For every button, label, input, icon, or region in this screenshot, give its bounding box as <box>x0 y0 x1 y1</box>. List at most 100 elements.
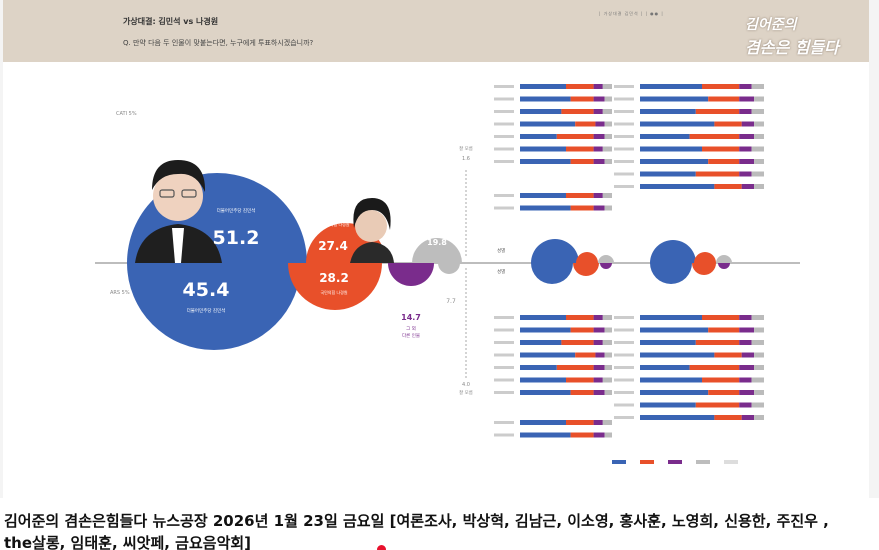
stacked-bar-segment <box>640 159 709 164</box>
stacked-bar-segment <box>520 96 571 102</box>
chart-legend <box>612 460 738 464</box>
stacked-bar-segment <box>520 193 566 198</box>
video-frame[interactable]: 가상대결: 김민석 vs 나경원 Q. 만약 다음 두 인물이 맞붙는다면, 누… <box>0 0 879 498</box>
other-top-value: 19.8 <box>427 238 447 247</box>
stacked-bar-segment <box>593 109 603 114</box>
stacked-bar-segment <box>695 402 740 408</box>
stacked-bar-segment <box>602 193 612 198</box>
stacked-bar-segment <box>640 171 696 177</box>
stacked-bar-segment <box>520 352 576 358</box>
stacked-bar-segment <box>739 96 755 102</box>
stacked-bar-segment <box>566 377 594 383</box>
bar-row-label <box>494 391 514 394</box>
stacked-bar-segment <box>739 84 752 89</box>
bar-row-label <box>614 391 634 394</box>
stacked-bar-segment <box>593 146 603 152</box>
dontknow-bottom-label: 잘 모름 <box>459 389 473 396</box>
stacked-bar-segment <box>739 171 752 177</box>
stacked-bar-segment <box>640 315 702 320</box>
kim-bottom-value: 45.4 <box>183 279 230 301</box>
undecided-top-label: 잘 모름 <box>459 145 473 152</box>
stacked-bar-segment <box>754 327 764 333</box>
stacked-bar-segment <box>593 377 603 383</box>
stacked-bar-segment <box>739 327 755 333</box>
stacked-bar-segment <box>604 134 612 139</box>
kim-top-value: 51.2 <box>213 227 260 249</box>
stacked-bar-segment <box>751 402 764 408</box>
na-portrait <box>350 198 394 263</box>
bar-row-label <box>494 135 514 138</box>
bar-row-label <box>614 172 634 176</box>
stacked-bar-segment <box>754 415 764 420</box>
bar-row-label <box>494 378 514 382</box>
stacked-bar-segment <box>520 205 571 211</box>
stacked-bar-segment <box>689 365 740 370</box>
stacked-bar-segment <box>640 415 715 420</box>
na-top-value: 27.4 <box>318 239 348 253</box>
stacked-bar-segment <box>520 390 571 395</box>
stacked-bar-segment <box>520 420 566 425</box>
stacked-bar-segment <box>520 315 566 320</box>
stacked-bar-segment <box>595 121 605 127</box>
stacked-bar-segment <box>640 365 690 370</box>
na-lower-halfcircle <box>288 263 382 310</box>
stacked-bar-segment <box>739 402 752 408</box>
stacked-bar-segment <box>741 352 755 358</box>
stacked-bar-segment <box>595 352 605 358</box>
stacked-bar-segment <box>739 109 752 114</box>
other-bottom-value: 14.7 <box>401 313 421 322</box>
stacked-bar-segment <box>593 205 605 211</box>
stacked-bar-segment <box>714 352 742 358</box>
stacked-bar-segment <box>593 159 605 164</box>
stacked-bar-segment <box>561 340 594 345</box>
bar-row-label <box>494 341 514 344</box>
stacked-bar-segment <box>520 84 566 89</box>
logo-text-top: 김어준의 <box>745 17 797 33</box>
stacked-bar-segment <box>520 109 562 114</box>
region-bars-bottom <box>494 315 612 438</box>
stacked-bar-segment <box>640 377 702 383</box>
stacked-bar-segment <box>741 121 755 127</box>
stacked-bar-segment <box>739 365 755 370</box>
stacked-bar-segment <box>702 146 740 152</box>
stacked-bar-segment <box>520 365 557 370</box>
bar-row-label <box>494 421 514 424</box>
mid-row-label-top: 성별 <box>497 247 505 254</box>
stacked-bar-segment <box>708 390 740 395</box>
stacked-bar-segment <box>739 159 755 164</box>
stacked-bar-segment <box>575 352 596 358</box>
label-ars: ARS 5% <box>110 290 130 296</box>
bar-row-label <box>614 160 634 163</box>
stacked-bar-segment <box>593 315 603 320</box>
stacked-bar-segment <box>640 390 709 395</box>
stacked-bar-segment <box>593 193 603 198</box>
undecided-bottom-value: 7.7 <box>446 298 456 305</box>
video-title-line1: 김어준의 겸손은힘들다 뉴스공장 2026년 1월 23일 금요일 [여론조사,… <box>4 512 829 530</box>
stacked-bar-segment <box>593 340 603 345</box>
stacked-bar-segment <box>520 327 571 333</box>
stacked-bar-segment <box>754 365 764 370</box>
stacked-bar-segment <box>751 340 764 345</box>
playback-indicator[interactable] <box>377 545 386 550</box>
stacked-bar-segment <box>556 365 594 370</box>
stacked-bar-segment <box>702 315 740 320</box>
dontknow-bottom-value: 4.0 <box>462 382 470 388</box>
stacked-bar-segment <box>602 109 612 114</box>
bar-row-label <box>614 353 634 357</box>
video-title[interactable]: 김어준의 겸손은힘들다 뉴스공장 2026년 1월 23일 금요일 [여론조사,… <box>4 510 875 550</box>
stacked-bar-segment <box>708 159 740 164</box>
na-top-party: 국민의힘 나경원 <box>322 221 349 227</box>
stacked-bar-segment <box>604 205 612 211</box>
stacked-bar-segment <box>570 205 594 211</box>
stacked-bar-segment <box>751 84 764 89</box>
stacked-bar-segment <box>604 390 612 395</box>
bar-row-label <box>614 403 634 407</box>
stacked-bar-segment <box>570 432 594 438</box>
stacked-bar-segment <box>602 146 612 152</box>
stacked-bar-segment <box>593 432 605 438</box>
stacked-bar-segment <box>751 171 764 177</box>
mid-row-label-bottom: 성별 <box>497 268 505 275</box>
stacked-bar-segment <box>708 96 740 102</box>
bar-row-label <box>494 97 514 101</box>
stacked-bar-segment <box>640 184 715 189</box>
